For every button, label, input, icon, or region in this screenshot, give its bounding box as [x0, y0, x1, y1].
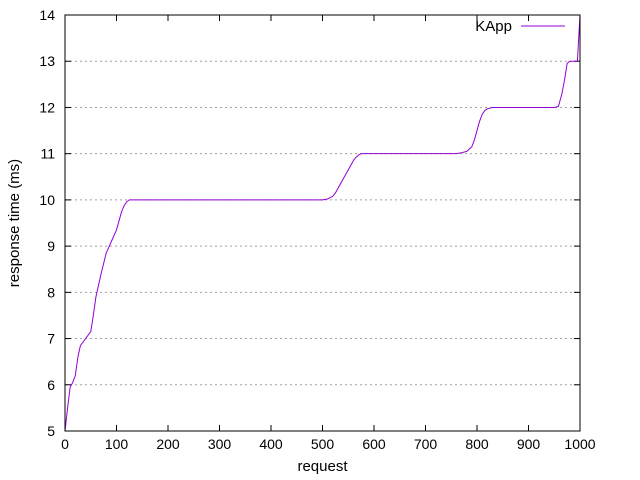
- x-tick-label: 300: [208, 436, 232, 452]
- series-layer: [64, 14, 581, 432]
- y-tick-label: 9: [47, 238, 55, 254]
- x-tick-label: 1000: [564, 436, 595, 452]
- x-tick-label: 400: [259, 436, 283, 452]
- y-tick-label: 14: [39, 7, 55, 23]
- x-axis-label: request: [297, 458, 348, 475]
- x-tick-label: 100: [105, 436, 129, 452]
- series-line-kapp: [64, 14, 581, 432]
- x-tick-label: 200: [156, 436, 180, 452]
- axis-ticks: [64, 14, 581, 432]
- y-tick-label: 7: [47, 331, 55, 347]
- legend-label-kapp: KApp: [475, 18, 512, 35]
- x-tick-label: 600: [362, 436, 386, 452]
- y-axis-label: response time (ms): [6, 159, 23, 287]
- x-tick-label: 0: [61, 436, 69, 452]
- y-tick-label: 12: [39, 99, 55, 115]
- y-tick-label: 10: [39, 192, 55, 208]
- y-tick-label: 6: [47, 377, 55, 393]
- y-tick-label: 8: [47, 284, 55, 300]
- tick-labels: 5 6 7 8 9 10 11 12 13 14 0 100 200 300 400 500 600 700 800…: [39, 7, 595, 452]
- x-tick-label: 500: [311, 436, 335, 452]
- x-tick-label: 900: [517, 436, 541, 452]
- y-tick-label: 13: [39, 53, 55, 69]
- legend: KApp: [475, 18, 565, 35]
- x-tick-label: 800: [465, 436, 489, 452]
- y-tick-label: 11: [40, 146, 55, 162]
- y-tick-label: 5: [47, 423, 55, 439]
- plot-frame: [64, 14, 581, 432]
- x-tick-label: 700: [414, 436, 438, 452]
